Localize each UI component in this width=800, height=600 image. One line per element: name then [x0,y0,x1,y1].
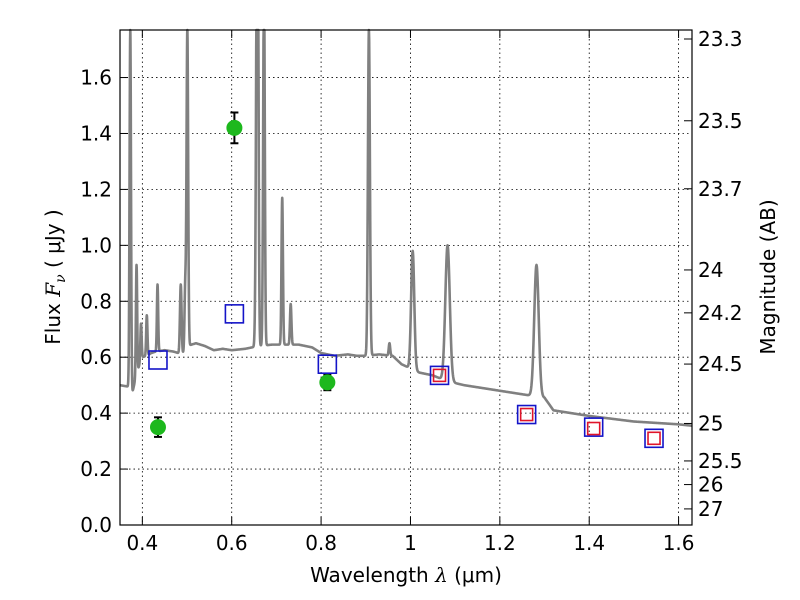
magnitude-tick-label: 23.5 [698,109,743,133]
model-point-blue [148,350,168,370]
data-points [148,111,664,449]
model-point-blue [583,417,604,437]
x-tick-label: 0.6 [216,531,248,555]
x-tick-label: 0.4 [126,531,158,555]
observed-point [226,119,243,136]
model-point-blue [429,365,450,386]
y-tick-label: 1.6 [80,66,112,90]
magnitude-tick-label: 24.2 [698,301,743,325]
y-tick-label: 0.6 [80,345,112,369]
model-spectrum-line [119,28,693,428]
magnitude-tick-label: 26 [698,473,723,497]
x-tick-label: 1.6 [663,531,695,555]
model-point-red [586,421,601,436]
model-spectrum [119,28,693,428]
magnitude-tick-label: 23.3 [698,27,743,51]
model-point-blue [644,428,664,449]
model-point-blue [317,354,338,374]
observed-point [149,419,166,436]
magnitude-tick-label: 27 [698,497,723,521]
x-tick-label: 1.2 [484,531,516,555]
y-tick-label: 1.2 [80,177,112,201]
model-point-red [647,431,661,446]
y-tick-label: 0.0 [80,513,112,537]
magnitude-tick-label: 24.5 [698,352,743,376]
x-tick-label: 1 [404,531,417,555]
y-tick-label: 0.2 [80,457,112,481]
model-point-red [519,407,534,422]
y-tick-label: 1.0 [80,233,112,257]
grid-lines [120,30,692,526]
y-tick-label: 0.8 [80,289,112,313]
model-point-red [432,368,447,383]
plot-frame [119,29,693,526]
magnitude-tick-label: 24 [698,258,723,282]
y-axis-label: Flux Fν ( μJy ) [41,209,69,344]
model-point-blue [516,404,537,425]
magnitude-tick-label: 25 [698,411,723,435]
y-tick-label: 1.4 [80,121,112,145]
y-tick-label: 0.4 [80,401,112,425]
model-point-blue [224,304,245,324]
magnitude-tick-label: 25.5 [698,449,743,473]
x-tick-label: 0.8 [305,531,337,555]
magnitude-axis-label: Magnitude (AB) [756,199,780,354]
plot-background [120,30,692,525]
x-axis-label: Wavelength λ (μm) [310,563,502,587]
magnitude-tick-label: 23.7 [698,177,743,201]
observed-point [319,374,336,391]
axis-ticks: 0.4 0.6 0.8 1 1.2 1.4 1.6 0.0 0.2 0.4 0.6 0.8 1.0 1.2… [80,27,742,555]
x-tick-label: 1.4 [573,531,605,555]
